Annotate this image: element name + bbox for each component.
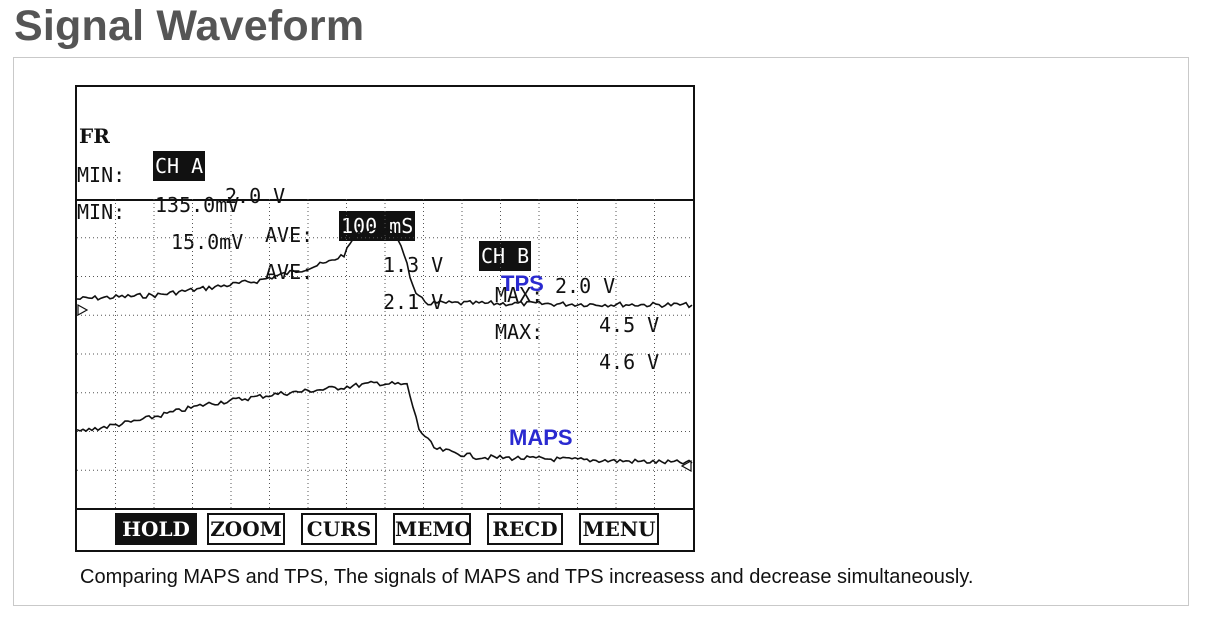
maps-label: MAPS [509,425,573,450]
channel-b-badge[interactable]: CH B [479,241,532,271]
min-label: MIN: [77,163,126,187]
channel-b-volts: 2.0 V [555,274,616,298]
channel-b-marker [680,459,692,473]
waveform-plot: TPS MAPS [77,199,693,509]
content-frame [13,57,1189,606]
max-label: MAX: [495,320,544,344]
memo-button[interactable]: MEMO [393,513,472,545]
min-value: 135.0mV [155,193,240,217]
scope-header: FR CH A 2.0 V 100 mS CH B 2.0 V MIN: 135… [77,87,693,374]
min-value: 15.0mV [171,230,244,254]
maps-trace [77,380,693,465]
channel-row: FR CH A 2.0 V 100 mS CH B 2.0 V [77,91,615,298]
max-value: 4.5 V [599,313,660,337]
fr-label: FR [79,124,110,148]
caption: Comparing MAPS and TPS, The signals of M… [80,566,974,588]
recd-button[interactable]: RECD [487,513,563,545]
ave-label: AVE: [265,223,314,247]
curs-button[interactable]: CURS [301,513,377,545]
stats-row-b: MIN: 15.0mV AVE: 2.1 V MAX: 4.6 V [77,167,659,374]
timebase-badge[interactable]: 100 mS [339,211,416,241]
tps-trace [77,227,693,309]
zoom-button[interactable]: ZOOM [207,513,285,545]
ave-value: 1.3 V [383,253,444,277]
stats-row-a: MIN: 135.0mV AVE: 1.3 V MAX: 4.5 V [77,130,659,337]
hold-button[interactable]: HOLD [115,513,197,545]
page-title: Signal Waveform [14,2,365,50]
tps-label: TPS [501,271,544,296]
min-label: MIN: [77,200,126,224]
plot-grid [77,199,693,509]
oscilloscope-screen: FR CH A 2.0 V 100 mS CH B 2.0 V MIN: 135… [75,85,695,552]
channel-a-badge[interactable]: CH A [153,151,206,181]
button-bar: HOLD ZOOM CURS MEMO RECD MENU [77,508,693,550]
channel-a-marker [77,303,89,317]
menu-button[interactable]: MENU [579,513,659,545]
